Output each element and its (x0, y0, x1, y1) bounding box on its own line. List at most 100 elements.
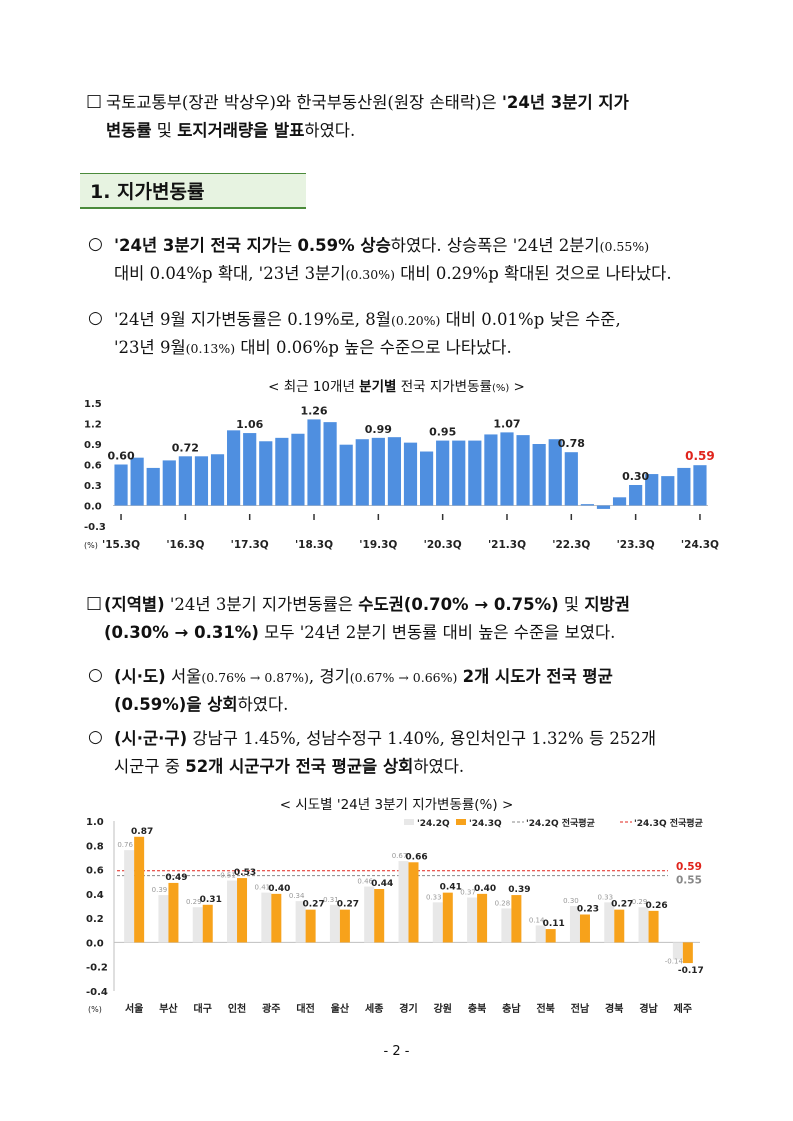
bar (162, 460, 176, 506)
y-tick-label: -0.4 (86, 987, 108, 998)
bar-q2 (432, 902, 443, 943)
bar (371, 437, 385, 506)
x-tick-label: '18.3Q (295, 539, 333, 551)
data-label-q3: 0.26 (645, 901, 667, 911)
data-label: 0.99 (365, 423, 392, 436)
circle-bullet: ○ (88, 308, 103, 328)
y-tick-label: 1.5 (84, 399, 102, 410)
bar-q3 (648, 910, 659, 943)
bar-q3 (579, 914, 590, 943)
bullet1-text-1: '24년 3분기 전국 지가 (114, 236, 277, 255)
bar (596, 505, 611, 509)
category-label: 강원 (434, 1002, 452, 1015)
intro-paragraph-line2: 변동률 및 토지거래량을 발표하였다. (106, 116, 726, 146)
circle-bullet: ○ (88, 727, 103, 747)
data-label-q3: -0.17 (678, 966, 704, 976)
bar-q3 (168, 882, 179, 943)
category-label: 충남 (502, 1002, 521, 1015)
bullet1-line1: '24년 3분기 전국 지가는 0.59% 상승하였다. 상승폭은 '24년 2… (114, 231, 724, 262)
bar-q2 (604, 902, 615, 943)
x-tick-label: '17.3Q (231, 539, 269, 551)
region-text-2: '24년 3분기 지가변동률은 (164, 595, 359, 614)
data-label-q3: 0.66 (405, 852, 427, 862)
bar (307, 419, 321, 506)
data-label: 0.59 (685, 449, 715, 463)
bar (436, 440, 450, 506)
x-tick-label: '15.3Q (102, 539, 140, 551)
bar-q2 (329, 904, 340, 943)
data-label-q3: 0.31 (200, 895, 222, 905)
bullet2-text-4: '23년 9월 (114, 338, 186, 357)
data-label-q3: 0.23 (577, 905, 599, 915)
bar-q2 (672, 942, 683, 960)
chart1-title: < 최근 10개년 분기별 전국 지가변동률(%) > (0, 375, 793, 395)
bar (323, 422, 337, 506)
bar (612, 497, 627, 506)
data-label: 1.07 (493, 417, 520, 430)
data-label-q3: 0.27 (337, 900, 359, 910)
bar (468, 440, 482, 506)
bar-q2 (638, 907, 649, 943)
bar (661, 476, 675, 506)
bar (146, 467, 160, 506)
page-number: - 2 - (383, 1044, 410, 1059)
bar (677, 467, 691, 506)
intro-text-1: 국토교통부(장관 박상우)와 한국부동산원(원장 손태락)은 (106, 93, 502, 112)
bullet4-text-5: 하였다. (413, 757, 465, 776)
bar (178, 456, 192, 506)
data-label-q2: 0.14 (529, 916, 545, 924)
data-label-q3: 0.40 (268, 884, 290, 894)
region-text-4: 및 (558, 595, 585, 614)
data-label: 1.06 (236, 418, 263, 431)
y-tick-label: 1.2 (84, 420, 102, 431)
data-label: 1.26 (300, 404, 327, 417)
data-label-q3: 0.41 (440, 883, 462, 893)
bullet2-text-6: 대비 0.06%p 높은 수준으로 나타났다. (235, 338, 512, 357)
bullet2-line2: '23년 9월(0.13%) 대비 0.06%p 높은 수준으로 나타났다. (114, 333, 724, 364)
data-label-q3: 0.11 (543, 919, 565, 929)
bar (580, 504, 594, 506)
legend-label-avg-q3: '24.3Q 전국평균 (634, 817, 704, 829)
bullet4-text-1: (시·군·구) (114, 729, 188, 748)
chart1-title-post: 전국 지가변동률 (396, 379, 492, 395)
bullet1-text-2: 는 (277, 236, 298, 255)
bar (500, 432, 514, 506)
category-label: 세종 (365, 1002, 383, 1015)
data-label-q2: 0.28 (495, 899, 511, 907)
bar-q2 (535, 925, 546, 943)
bar (259, 441, 273, 506)
legend-label-q3: '24.3Q (469, 819, 502, 829)
region-text-7: 모두 '24년 2분기 변동률 대비 높은 수준을 보였다. (258, 623, 616, 642)
y-tick-label: 0.6 (84, 461, 102, 472)
data-label-q2: 0.46 (357, 878, 373, 886)
category-label: 울산 (331, 1002, 350, 1015)
checkbox-bullet: □ (86, 91, 103, 111)
bar-q2 (569, 906, 580, 943)
bar (339, 444, 353, 506)
data-label-q2: 0.67 (392, 852, 408, 860)
data-label-q3: 0.27 (303, 900, 325, 910)
data-label-q2: 0.33 (426, 893, 442, 901)
region-text-1: (지역별) (104, 595, 165, 614)
y-tick-label: 0.2 (86, 914, 104, 925)
bar (355, 439, 369, 506)
data-label-q3: 0.49 (165, 873, 187, 883)
region-text-6: (0.30% → 0.31%) (104, 623, 259, 642)
bar-q2 (501, 908, 512, 943)
bar-q2 (398, 861, 409, 943)
chart1-title-unit: (%) (491, 383, 510, 394)
bullet1-text-8: 대비 0.29%p 확대된 것으로 나타났다. (394, 264, 672, 283)
bullet4-text-4: 52개 시군구가 전국 평균을 상회 (185, 757, 414, 776)
bar (532, 444, 546, 506)
data-label: 0.30 (622, 470, 649, 483)
data-label: 0.78 (558, 437, 585, 450)
bar-q3 (271, 893, 282, 943)
x-tick-label: '24.3Q (681, 539, 719, 551)
x-tick-label: '20.3Q (424, 539, 462, 551)
chart2-title: < 시도별 '24년 3분기 지가변동률(%) > (279, 797, 514, 813)
data-label-q2: 0.29 (632, 898, 648, 906)
region-line2: (0.30% → 0.31%) 모두 '24년 2분기 변동률 대비 높은 수준… (104, 618, 726, 648)
data-label-q2: 0.37 (460, 889, 476, 897)
bar (548, 439, 562, 506)
y-tick-label: -0.3 (84, 522, 106, 533)
